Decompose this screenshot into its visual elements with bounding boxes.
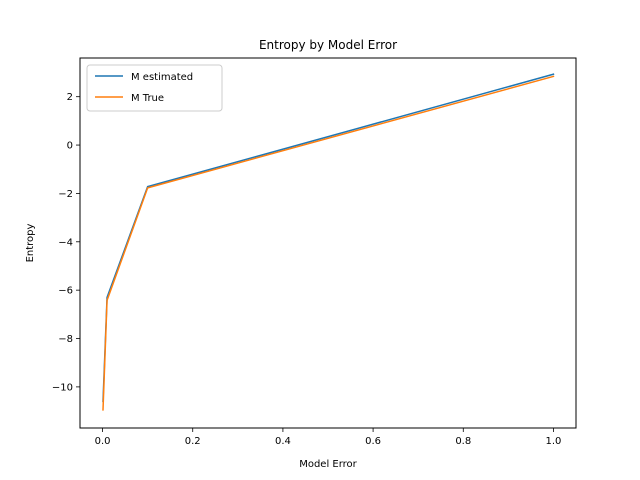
legend-label-m-true: M True — [131, 93, 164, 104]
x-tick-label: 1.0 — [546, 436, 562, 447]
legend-label-m-estimated: M estimated — [131, 72, 193, 83]
series-line-m-estimated — [102, 73, 555, 403]
legend: M estimated M True — [86, 64, 223, 112]
y-tick-label: −10 — [52, 382, 73, 393]
y-tick-label: −8 — [58, 334, 73, 345]
x-tick-label: 0.2 — [185, 436, 201, 447]
plot-area — [79, 57, 577, 429]
x-tick-label: 0.4 — [275, 436, 291, 447]
x-tick-label: 0.0 — [95, 436, 111, 447]
series-line-m-true — [102, 75, 555, 411]
y-axis: −10 −8 −6 −4 −2 0 2 — [52, 92, 80, 393]
y-axis-label: Entropy — [25, 223, 36, 262]
y-tick-label: −2 — [58, 189, 73, 200]
x-axis: 0.0 0.2 0.4 0.6 0.8 1.0 — [95, 428, 562, 447]
x-tick-label: 0.8 — [455, 436, 471, 447]
x-tick-label: 0.6 — [365, 436, 381, 447]
series-lines — [102, 73, 555, 411]
y-tick-label: 2 — [67, 92, 73, 103]
y-tick-label: 0 — [67, 141, 73, 152]
y-tick-label: −6 — [58, 286, 73, 297]
x-axis-label: Model Error — [299, 459, 357, 470]
chart-title: Entropy by Model Error — [259, 38, 397, 52]
y-tick-label: −4 — [58, 237, 73, 248]
plot-frame — [79, 57, 577, 429]
